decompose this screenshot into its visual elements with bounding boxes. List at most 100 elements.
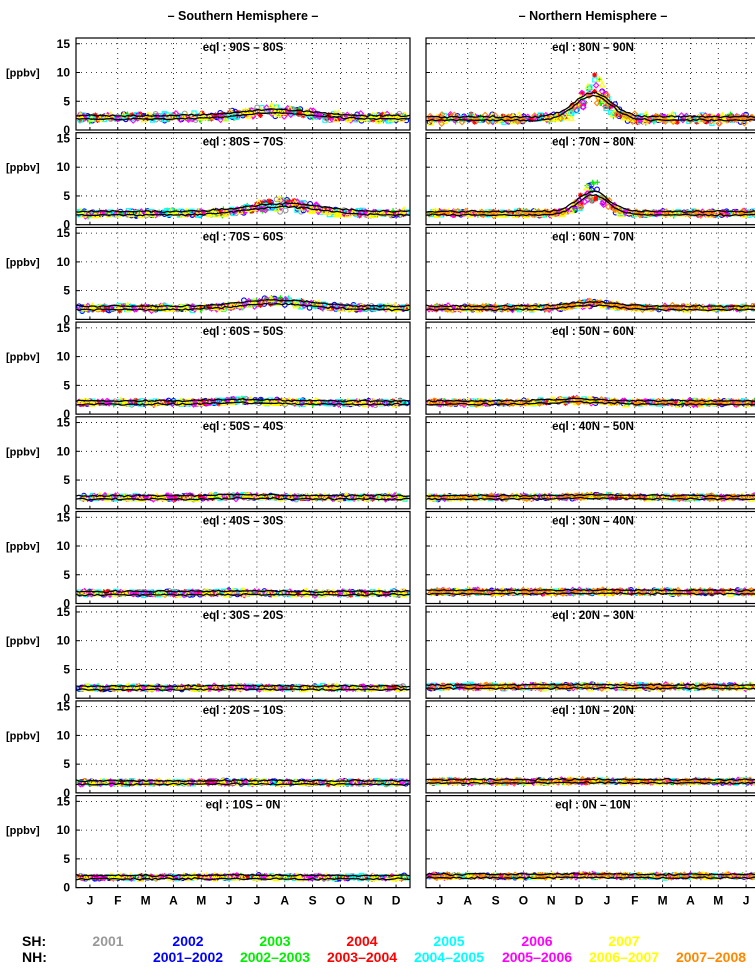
climatology-line [426,94,755,122]
data-point [358,114,366,121]
data-point [473,116,481,124]
data-point [263,104,271,112]
data-point [703,119,709,125]
data-point [701,116,709,123]
climatology-line [75,108,411,118]
data-point [593,99,601,107]
data-point [328,115,336,123]
y-tick-label: 5 [63,378,70,392]
panel-title: eql : 80N – 90N [552,42,634,54]
data-point [129,112,135,118]
data-point [393,114,401,121]
data-point [563,114,571,121]
y-axis-label: [ppbv] [6,257,40,269]
data-point [669,118,677,126]
panel-title: eql : 70N – 80N [552,137,634,149]
data-point [115,114,123,122]
y-axis-label: [ppbv] [6,352,40,364]
data-point [678,112,685,119]
y-axis-label: [ppbv] [6,162,40,174]
data-point [568,104,576,112]
data-point [282,207,289,214]
y-tick-label: 0 [63,218,70,232]
panel-r0-c1: eql : 80N – 90N [425,37,755,131]
data-point [561,112,567,118]
data-point [531,112,538,120]
data-point [557,115,565,122]
panel-r1-c1: eql : 70N – 80N [425,132,755,226]
data-point [380,111,386,117]
data-point [567,114,575,121]
panel-title: eql : 50S – 40S [203,421,284,433]
panel-title: eql : 70S – 60S [203,231,284,243]
data-point [95,114,101,121]
data-point [129,117,137,124]
data-point [585,92,593,100]
panel-title: eql : 50N – 60N [552,326,634,338]
data-point [715,112,722,120]
panel-title: eql : 60S – 50S [203,326,284,338]
data-point [633,117,639,123]
data-point [241,107,249,114]
data-point [579,90,586,96]
data-point [211,113,218,119]
panel-r2-c1: eql : 60N – 70N [425,226,755,320]
y-tick-label: 10 [57,66,71,80]
data-point [325,112,332,118]
climatology-line [75,111,411,121]
data-point [569,102,576,108]
data-point [266,198,272,204]
data-point [592,72,598,78]
data-point [595,75,603,82]
data-point [579,99,587,106]
data-point [564,108,572,115]
data-point [568,110,574,116]
panel-title: eql : 80S – 70S [203,137,284,149]
data-point [223,115,229,121]
data-point [629,118,637,126]
data-point [280,113,288,120]
y-tick-label: 10 [57,444,71,458]
y-tick-label: 5 [63,94,70,108]
data-point [458,118,466,126]
data-point [309,107,317,115]
climatology-line [425,91,755,119]
data-point [584,82,592,90]
data-point [661,116,669,124]
data-point [546,114,554,122]
data-point [742,115,750,123]
data-point [606,104,613,111]
data-point [217,116,224,124]
data-point [481,111,489,119]
y-axis-label: [ppbv] [6,446,40,458]
y-tick-label: 10 [57,255,71,269]
panel-r4-c1: eql : 40N – 50N [425,416,755,510]
data-point [96,115,104,122]
data-point [332,115,340,123]
data-point [300,113,306,119]
data-point [679,116,687,124]
data-point [144,111,152,118]
data-point [613,111,620,119]
y-tick-label: 0 [63,123,70,137]
panel-title: eql : 60N – 70N [552,231,634,243]
data-point [472,119,478,125]
data-point [268,101,276,108]
y-axis-label: [ppbv] [6,68,40,80]
data-point [316,112,324,120]
data-point [257,112,264,119]
data-point [674,119,680,125]
data-point [433,116,440,123]
y-tick-label: 5 [63,189,70,203]
data-point [136,113,144,120]
data-point [603,105,609,111]
y-tick-label: 15 [57,37,71,51]
data-point [598,88,606,95]
y-tick-label: 15 [57,416,71,430]
